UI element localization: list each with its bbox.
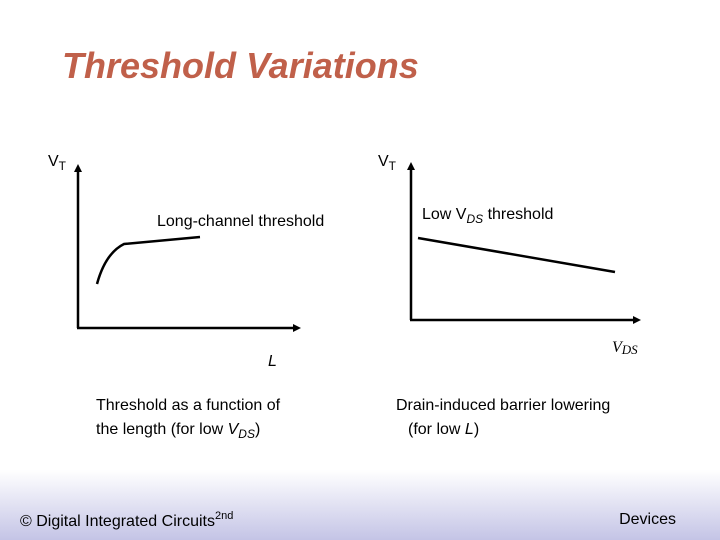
caption-text: ) bbox=[474, 421, 479, 438]
x-axis-label: VDS bbox=[612, 339, 638, 357]
footer-band bbox=[0, 470, 720, 540]
label-text: Low bbox=[422, 206, 456, 223]
label-sub: T bbox=[389, 159, 397, 173]
label-main: V bbox=[612, 339, 624, 356]
caption-var: V bbox=[228, 421, 240, 438]
y-axis-label: VT bbox=[378, 153, 397, 173]
curve-label: Long-channel threshold bbox=[157, 213, 324, 230]
caption-text: the length (for low bbox=[96, 421, 228, 438]
x-axis-label: L bbox=[268, 353, 277, 370]
caption-sub: DS bbox=[238, 427, 255, 441]
label-text: threshold bbox=[483, 206, 553, 223]
label-var: V bbox=[456, 206, 467, 223]
caption: (for low L) bbox=[408, 421, 479, 438]
label-main: V bbox=[378, 153, 389, 170]
slide-title: Threshold Variations bbox=[62, 45, 419, 86]
caption: Threshold as a function of bbox=[96, 397, 281, 414]
caption: the length (for low VDS) bbox=[96, 421, 260, 441]
threshold-curve bbox=[95, 235, 201, 285]
label-main: V bbox=[48, 153, 59, 170]
threshold-line bbox=[417, 236, 616, 274]
caption-text: ) bbox=[255, 421, 260, 438]
curve-label: Low VDS threshold bbox=[422, 206, 553, 226]
label-sub: DS bbox=[621, 342, 638, 357]
caption: Drain-induced barrier lowering bbox=[396, 397, 610, 414]
footer-right: Devices bbox=[619, 511, 676, 528]
label-sub: T bbox=[59, 159, 67, 173]
label-sub: DS bbox=[466, 212, 483, 226]
footer-left: © Digital Integrated Circuits2nd bbox=[20, 510, 233, 530]
footer-text: © Digital Integrated Circuits bbox=[20, 513, 215, 530]
caption-var: L bbox=[465, 421, 474, 438]
caption-text: (for low bbox=[408, 421, 465, 438]
footer-sup: 2nd bbox=[215, 510, 233, 522]
y-axis-label: VT bbox=[48, 153, 67, 173]
